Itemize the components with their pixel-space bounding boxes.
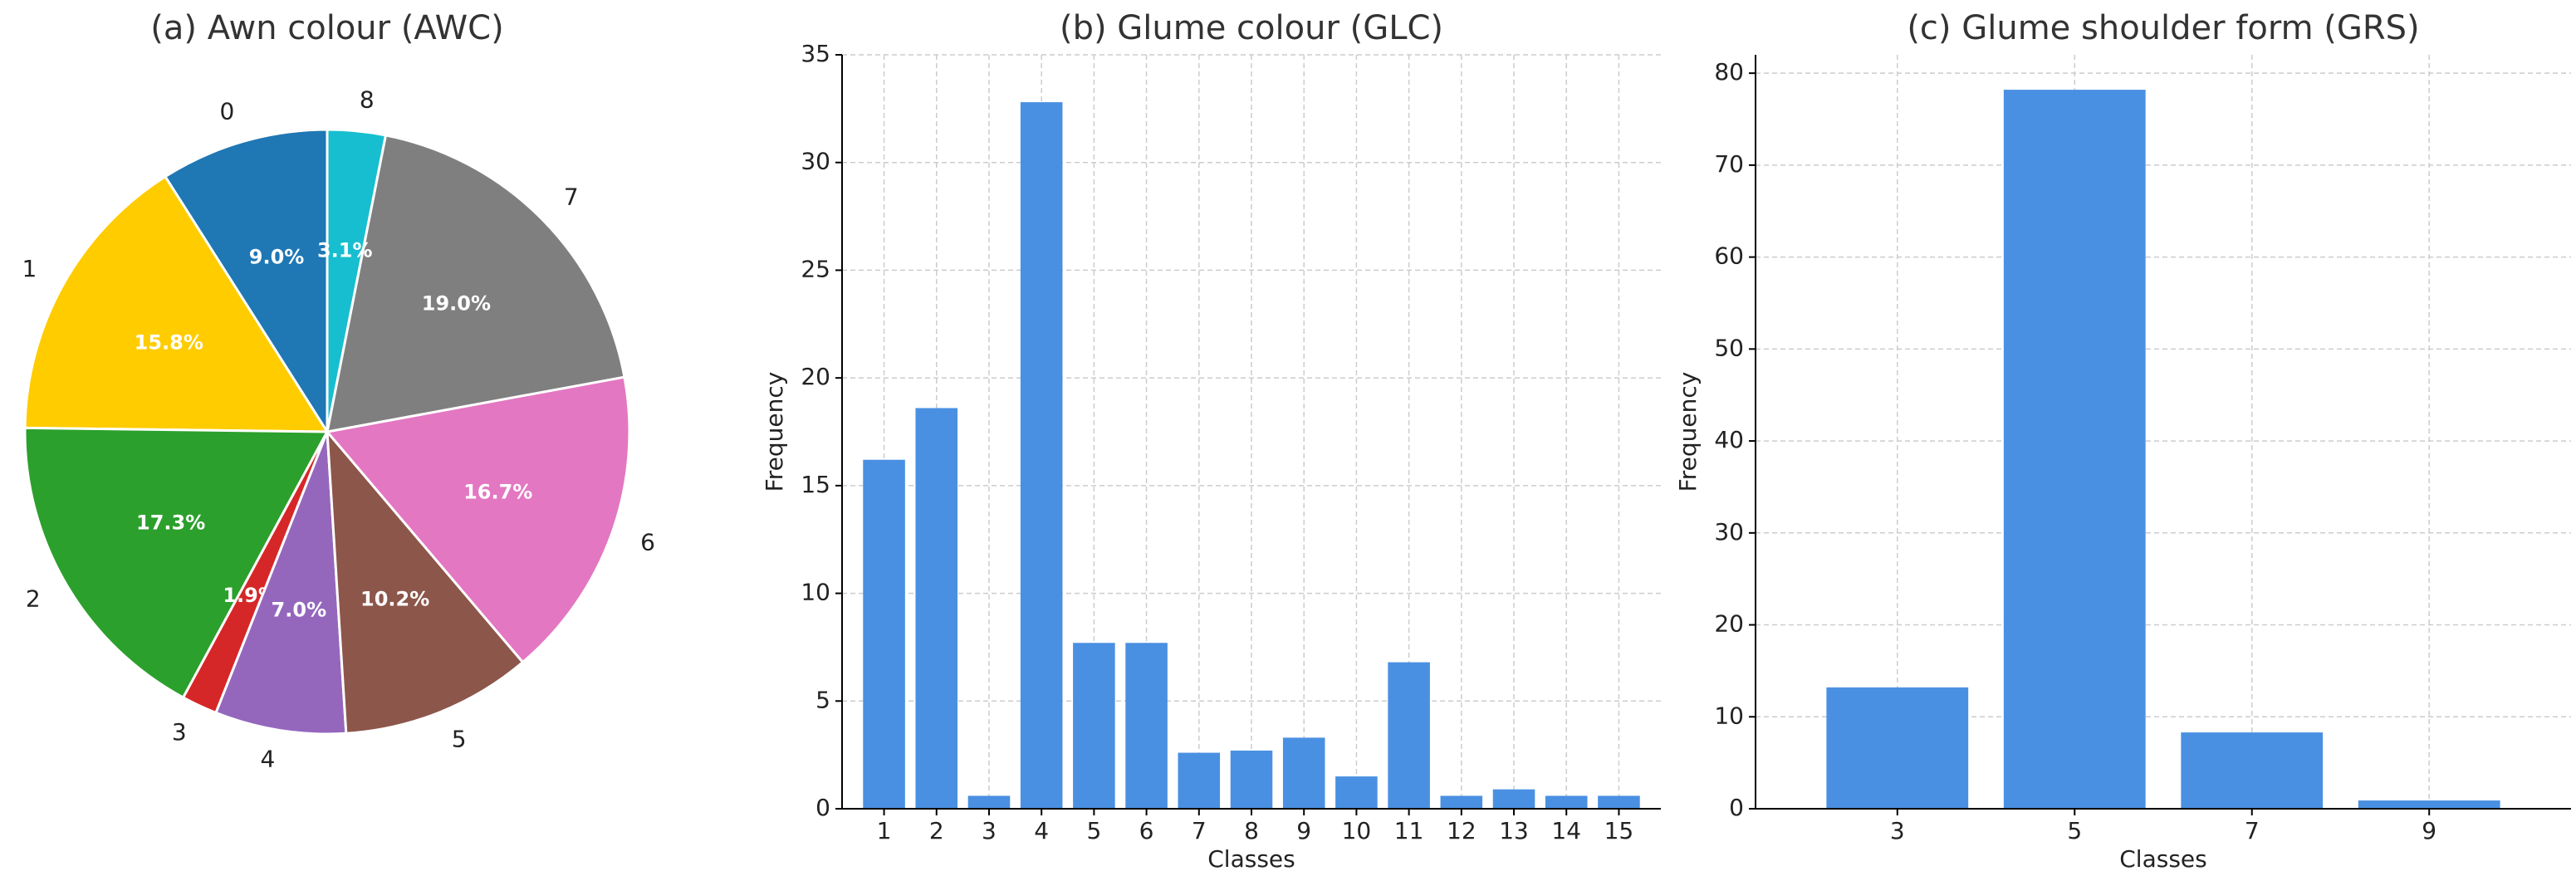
y-tick-label: 0	[815, 794, 830, 821]
y-tick-label: 35	[801, 40, 830, 67]
y-tick-label: 20	[1714, 610, 1744, 638]
x-axis-label: Classes	[2119, 845, 2206, 873]
bar	[1388, 662, 1430, 809]
slice-value-label: 16.7%	[463, 480, 532, 503]
x-tick-label: 5	[2067, 817, 2082, 844]
pie-slice	[325, 375, 631, 664]
x-tick-label: 3	[1890, 817, 1905, 844]
y-tick-label: 10	[1714, 702, 1744, 729]
slice-value-label: 9.0%	[249, 245, 305, 268]
x-tick-label: 6	[1139, 817, 1154, 844]
y-tick-label: 50	[1714, 334, 1744, 361]
chart-title: (b) Glume colour (GLC)	[1060, 9, 1443, 47]
y-tick-label: 10	[801, 579, 830, 606]
pie-slice	[23, 426, 330, 700]
slice-label: 2	[26, 585, 41, 613]
slice-value-label: 17.3%	[136, 511, 205, 535]
slice-label: 6	[640, 528, 655, 555]
pie-slice	[163, 128, 329, 437]
x-tick-label: 11	[1394, 817, 1424, 844]
x-axis-label: Classes	[1207, 845, 1295, 873]
chart-title: (a) Awn colour (AWC)	[150, 9, 503, 47]
y-tick-label: 0	[1729, 794, 1744, 821]
y-axis-label: Frequency	[761, 372, 788, 492]
y-tick-label: 15	[801, 471, 830, 498]
x-tick-label: 9	[2422, 817, 2436, 844]
chart-title: (c) Glume shoulder form (GRS)	[1907, 9, 2419, 47]
bar	[2003, 90, 2146, 809]
x-tick-label: 13	[1499, 817, 1529, 844]
x-tick-label: 8	[1244, 817, 1259, 844]
slice-label: 8	[360, 86, 375, 113]
bar	[1020, 102, 1063, 810]
bar	[1440, 795, 1483, 809]
bar	[1178, 752, 1221, 809]
y-tick-label: 30	[1714, 518, 1744, 546]
slice-label: 7	[564, 184, 579, 211]
bar	[1545, 795, 1588, 809]
x-tick-label: 15	[1604, 817, 1634, 844]
x-tick-label: 14	[1551, 817, 1581, 844]
bar	[863, 459, 905, 809]
bar	[2358, 800, 2500, 809]
bar	[1282, 737, 1325, 809]
x-tick-label: 7	[2245, 817, 2260, 844]
y-tick-label: 80	[1714, 58, 1744, 86]
x-tick-label: 4	[1034, 817, 1049, 844]
pie-slice	[326, 128, 388, 433]
y-tick-label: 25	[801, 255, 830, 282]
slice-value-label: 10.2%	[360, 588, 429, 611]
pie-slice	[214, 431, 348, 736]
slice-value-label: 3.1%	[317, 239, 373, 262]
x-tick-label: 10	[1342, 817, 1372, 844]
y-tick-label: 60	[1714, 242, 1744, 270]
y-tick-label: 20	[801, 363, 830, 390]
pie-slice	[326, 134, 626, 433]
y-tick-label: 30	[801, 148, 830, 175]
bar	[1125, 643, 1168, 809]
x-tick-label: 12	[1447, 817, 1477, 844]
bar	[1335, 776, 1378, 809]
bar	[967, 795, 1011, 809]
y-tick-label: 70	[1714, 150, 1744, 178]
slice-value-label: 7.0%	[272, 599, 327, 622]
slice-label: 1	[22, 255, 37, 282]
slice-label: 5	[452, 725, 467, 752]
y-tick-label: 40	[1714, 426, 1744, 453]
bar	[915, 408, 958, 809]
bar	[1598, 795, 1640, 809]
x-tick-label: 3	[982, 817, 997, 844]
slice-label: 3	[172, 718, 187, 746]
x-tick-label: 7	[1192, 817, 1207, 844]
x-tick-label: 5	[1086, 817, 1101, 844]
pie-slice	[23, 174, 330, 433]
x-tick-label: 1	[877, 817, 892, 844]
x-tick-label: 2	[929, 817, 944, 844]
bar	[1492, 789, 1535, 809]
bar	[2181, 732, 2324, 809]
y-tick-label: 5	[815, 686, 830, 713]
bar	[1230, 750, 1273, 809]
slice-label: 0	[219, 97, 234, 125]
slice-value-label: 19.0%	[422, 292, 491, 316]
slice-label: 4	[261, 745, 276, 772]
bar	[1073, 643, 1115, 809]
y-axis-label: Frequency	[1674, 372, 1702, 492]
pie-slice	[326, 428, 525, 735]
x-tick-label: 9	[1296, 817, 1311, 844]
bar	[1826, 687, 1969, 809]
slice-value-label: 15.8%	[135, 331, 203, 355]
